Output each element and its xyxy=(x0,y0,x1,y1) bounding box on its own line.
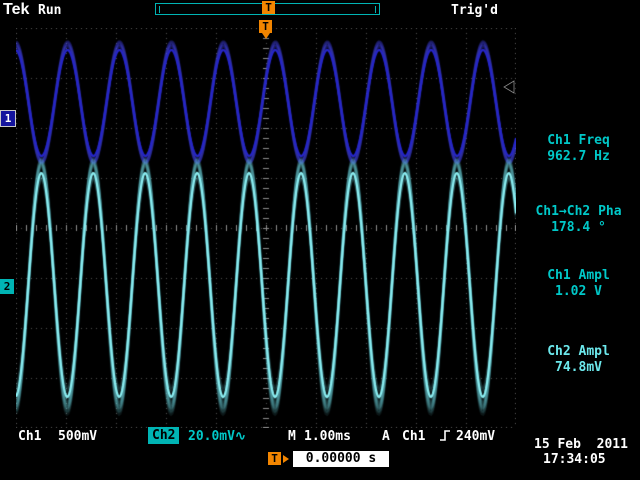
measurement-label: Ch1 Ampl xyxy=(547,268,610,283)
ch2-scale: 20.0mV∿ xyxy=(188,429,246,444)
measurement-ch1-ampl: Ch1 Ampl 1.02 V xyxy=(517,268,640,300)
ch2-badge: Ch2 xyxy=(148,427,180,444)
graticule xyxy=(16,28,516,428)
measurement-label: Ch2 Ampl xyxy=(547,344,610,359)
measurement-ch1-freq: Ch1 Freq 962.7 Hz xyxy=(517,133,640,165)
ch2-marker: 2 xyxy=(0,279,14,294)
trigger-position-readout: 0.00000 s xyxy=(293,451,389,467)
measurement-value: 178.4 ° xyxy=(551,220,606,235)
ch1-label: Ch1 xyxy=(18,429,42,444)
measurement-value: 74.8mV xyxy=(555,360,602,375)
trigger-level-value: 240mV xyxy=(456,429,496,444)
measurement-value: 962.7 Hz xyxy=(547,149,610,164)
measurement-ch2-ampl: Ch2 Ampl 74.8mV xyxy=(517,344,640,376)
trigger-down-arrow-icon xyxy=(261,33,270,39)
timebase-value: 1.00ms xyxy=(304,429,351,444)
rising-edge-icon xyxy=(440,430,450,441)
acquisition-state: Run xyxy=(38,3,62,18)
timebase-label: M xyxy=(288,429,296,444)
ch1-scale: 500mV xyxy=(58,429,98,444)
trigger-mode-label: A xyxy=(382,429,390,444)
trigger-pos-t-icon: T xyxy=(268,452,281,465)
waveform-canvas xyxy=(16,28,516,428)
measurement-label: Ch1→Ch2 Pha xyxy=(535,204,622,219)
record-window-left-tick xyxy=(159,6,160,13)
date-display: 15 Feb 2011 xyxy=(534,437,628,452)
measurement-label: Ch1 Freq xyxy=(547,133,610,148)
trigger-position-marker-top: T xyxy=(262,1,275,14)
measurement-value: 1.02 V xyxy=(555,284,602,299)
trigger-pos-arrow-icon xyxy=(283,455,289,463)
trigger-level-arrow-icon xyxy=(503,80,515,94)
trigger-t-icon: T xyxy=(259,20,272,33)
time-display: 17:34:05 xyxy=(543,452,606,467)
trigger-position-indicator: T xyxy=(259,20,272,39)
ch1-marker: 1 xyxy=(0,110,16,127)
measurement-ch1-ch2-phase: Ch1→Ch2 Pha 178.4 ° xyxy=(517,204,640,236)
trigger-status: Trig'd xyxy=(451,3,498,18)
trigger-source: Ch1 xyxy=(402,429,426,444)
brand-logo: Tek xyxy=(3,1,30,18)
record-window-right-tick xyxy=(375,6,376,13)
